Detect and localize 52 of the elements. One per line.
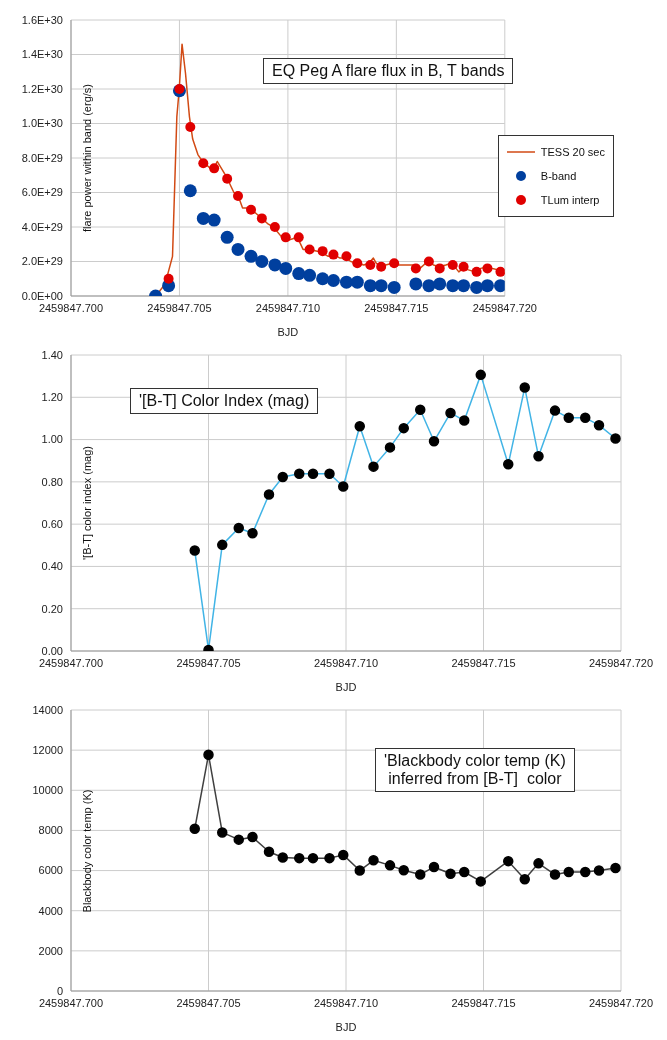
y-tick-label: 1.40 (41, 348, 63, 361)
y-tick-label: 10000 (32, 784, 63, 797)
y-tick-label: 4.0E+29 (21, 220, 63, 233)
x-axis-title: BJD (335, 1021, 357, 1033)
y-tick-label: 1.2E+30 (21, 82, 63, 95)
y-tick-label: 0.00 (41, 644, 63, 657)
y-axis-title: '[B-T] color index (mag) (81, 446, 93, 560)
y-tick-label: 6000 (38, 864, 63, 877)
y-tick-label: 2000 (38, 944, 63, 957)
y-tick-label: 1.6E+30 (21, 13, 63, 26)
text: '[B-T] Color Index (mag) (130, 388, 319, 414)
text: EQ Peg A flare flux in B, T bands (263, 58, 514, 84)
y-tick-label: 8000 (38, 824, 63, 837)
x-tick-label: 2459847.700 (38, 656, 104, 669)
y-tick-label: 1.00 (41, 433, 63, 446)
y-tick-label: 6.0E+29 (21, 186, 63, 199)
x-axis-title: BJD (335, 681, 357, 693)
x-tick-label: 2459847.705 (147, 301, 212, 314)
y-tick-label: 4000 (38, 904, 63, 917)
x-tick-label: 2459847.720 (588, 656, 654, 669)
y-tick-label: 1.0E+30 (21, 117, 63, 130)
y-axis-title: flare power within band (erg/s) (81, 84, 93, 232)
y-tick-label: 0.40 (41, 560, 63, 573)
x-tick-label: 2459847.710 (255, 301, 321, 314)
y-tick-label: 0.0E+00 (21, 289, 63, 302)
y-axis-title: Blackbody color temp (K) (81, 789, 93, 912)
y-tick-label: 0.80 (41, 475, 63, 488)
x-tick-label: 2459847.720 (472, 301, 537, 314)
y-tick-label: 0.20 (41, 602, 63, 615)
legend-label: B-band (540, 169, 577, 182)
x-tick-label: 2459847.720 (588, 996, 654, 1009)
legend-label: TESS 20 sec (540, 145, 605, 158)
y-tick-label: 2.0E+29 (21, 255, 63, 268)
text: 'Blackbody color temp (K) inferred from [B-T] color (375, 748, 575, 792)
legend-label: TLum interp (540, 193, 600, 206)
x-tick-label: 2459847.710 (313, 996, 379, 1009)
y-tick-label: 8.0E+29 (21, 151, 63, 164)
x-axis-title: BJD (277, 326, 299, 338)
y-tick-label: 1.4E+30 (21, 48, 63, 61)
x-tick-label: 2459847.705 (176, 996, 241, 1009)
x-tick-label: 2459847.700 (38, 301, 104, 314)
y-tick-label: 14000 (32, 703, 63, 716)
y-tick-label: 1.20 (41, 391, 63, 404)
x-tick-label: 2459847.715 (451, 996, 516, 1009)
x-tick-label: 2459847.715 (451, 656, 516, 669)
y-tick-label: 12000 (32, 744, 63, 757)
y-tick-label: 0.60 (41, 518, 63, 531)
x-tick-label: 2459847.705 (176, 656, 241, 669)
y-tick-label: 0 (56, 984, 63, 997)
x-tick-label: 2459847.710 (313, 656, 379, 669)
x-tick-label: 2459847.700 (38, 996, 104, 1009)
x-tick-label: 2459847.715 (364, 301, 429, 314)
